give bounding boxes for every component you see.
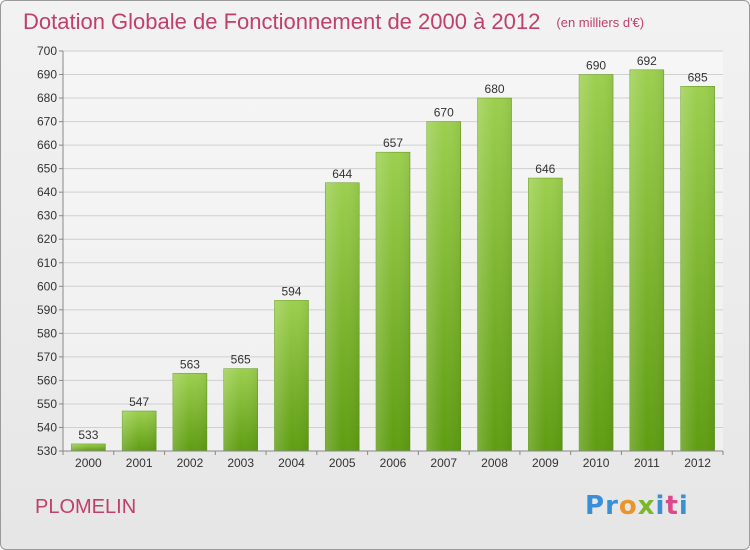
bar-shine <box>680 86 715 451</box>
bar-shine <box>629 69 664 451</box>
y-tick-label: 530 <box>37 444 57 458</box>
x-tick-label: 2006 <box>380 456 407 470</box>
bar-value-label: 646 <box>535 162 555 176</box>
bar-shine <box>325 182 360 451</box>
x-tick-label: 2008 <box>481 456 508 470</box>
bars <box>71 69 715 452</box>
y-tick-label: 700 <box>37 44 57 58</box>
y-tick-label: 560 <box>37 373 57 387</box>
bar-value-label: 670 <box>434 106 454 120</box>
logo-letter: i <box>655 491 666 521</box>
commune-name: PLOMELIN <box>35 496 137 518</box>
x-tick-label: 2010 <box>583 456 610 470</box>
bar-shine <box>274 300 309 451</box>
bar-shine <box>376 152 410 452</box>
y-tick-label: 690 <box>37 68 57 82</box>
x-tick-label: 2012 <box>684 456 711 470</box>
x-tick-label: 2000 <box>75 456 102 470</box>
proxiti-logo: Proxiti <box>585 491 689 521</box>
x-tick-label: 2002 <box>177 456 204 470</box>
y-tick-label: 660 <box>37 138 57 152</box>
y-tick-label: 650 <box>37 162 57 176</box>
bar-shine <box>426 121 461 452</box>
logo-letter: r <box>605 491 619 521</box>
y-tick-label: 540 <box>37 420 57 434</box>
chart-title: Dotation Globale de Fonctionnement de 20… <box>23 7 644 38</box>
logo-letter: P <box>585 491 606 521</box>
data-labels: 533 547 563 565 594 644 657 670 680 646 690 692 685 <box>78 54 708 442</box>
x-tick-label: 2004 <box>278 456 305 470</box>
y-tick-label: 550 <box>37 397 57 411</box>
axes: 530 540 550 560 570 580 590 600 610 620 630 640 650 6… <box>37 44 724 470</box>
y-tick-label: 630 <box>37 209 57 223</box>
x-tick-label: 2001 <box>126 456 153 470</box>
bar-shine <box>528 178 563 451</box>
y-tick-label: 680 <box>37 91 57 105</box>
logo-letter: t <box>665 491 679 521</box>
bar-value-label: 563 <box>180 357 200 371</box>
x-tick-label: 2007 <box>430 456 457 470</box>
y-tick-label: 570 <box>37 350 57 364</box>
x-tick-label: 2005 <box>329 456 356 470</box>
bar-value-label: 533 <box>78 428 98 442</box>
bar-shine <box>223 368 258 451</box>
bar-shine <box>71 443 106 451</box>
bar-value-label: 547 <box>129 395 149 409</box>
bar-value-label: 692 <box>637 54 657 68</box>
chart-title-text: Dotation Globale de Fonctionnement de 20… <box>23 9 541 34</box>
y-tick-label: 600 <box>37 279 57 293</box>
y-tick-label: 640 <box>37 185 57 199</box>
bar-value-label: 565 <box>231 353 251 367</box>
chart-unit: (en milliers d'€) <box>556 15 645 30</box>
bar-value-label: 680 <box>485 82 505 96</box>
bar-value-label: 644 <box>332 167 352 181</box>
y-tick-label: 620 <box>37 232 57 246</box>
y-tick-label: 610 <box>37 256 57 270</box>
logo-letter: o <box>618 491 638 521</box>
logo-letter: x <box>637 491 656 521</box>
bar-value-label: 690 <box>586 59 606 73</box>
y-tick-label: 590 <box>37 303 57 317</box>
logo-letter: i <box>678 491 689 521</box>
bar-shine <box>477 98 512 451</box>
bar-value-label: 594 <box>281 284 301 298</box>
x-tick-label: 2009 <box>532 456 559 470</box>
y-tick-label: 580 <box>37 326 57 340</box>
bar-shine <box>122 411 157 451</box>
y-tick-label: 670 <box>37 115 57 129</box>
x-tick-label: 2011 <box>634 456 660 470</box>
bar-value-label: 685 <box>688 70 708 84</box>
bar-shine <box>172 373 207 451</box>
bar-shine <box>579 74 614 451</box>
bar-value-label: 657 <box>383 136 403 150</box>
x-tick-label: 2003 <box>227 456 254 470</box>
